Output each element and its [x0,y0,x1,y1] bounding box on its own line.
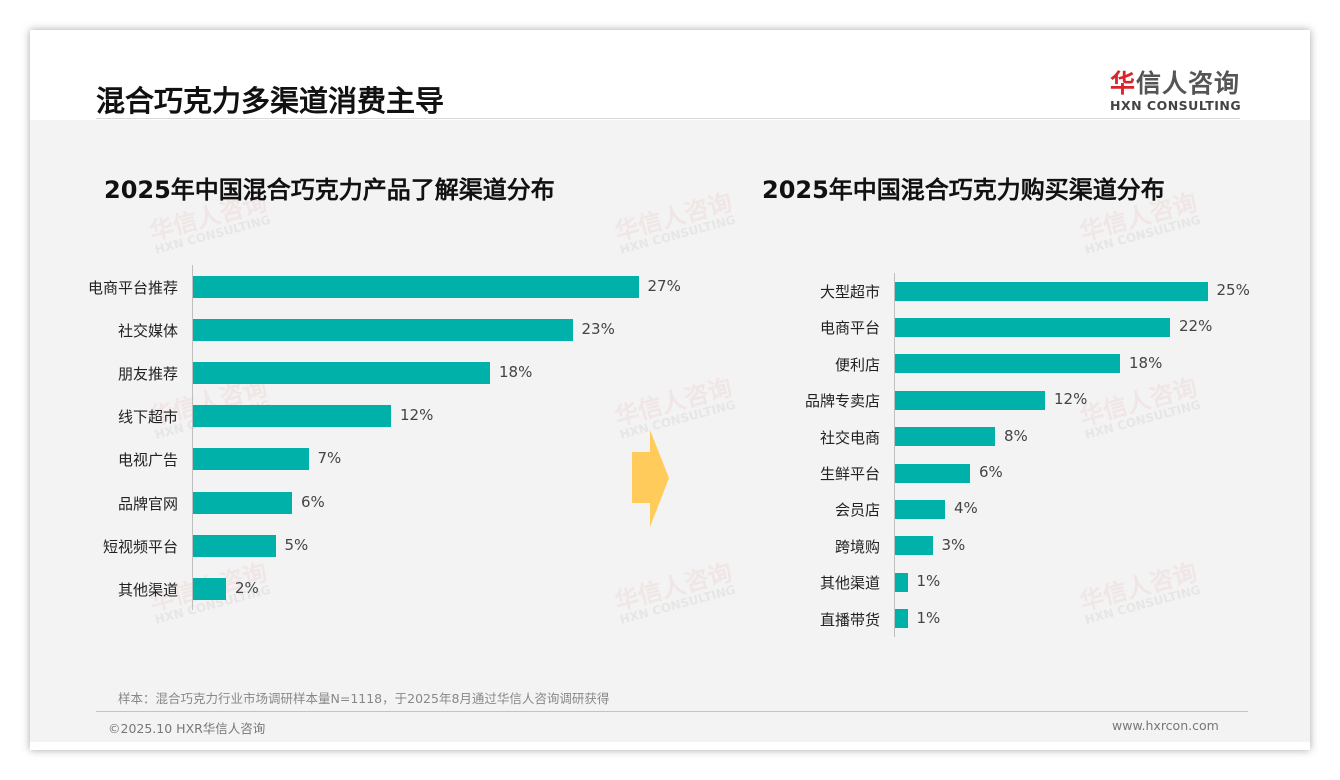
data-label: 2% [235,578,259,597]
category-label: 社交媒体 [117,322,178,341]
category-label: 电商平台 [819,319,880,338]
bar [895,354,1120,374]
category-label: 便利店 [834,355,880,374]
bar [193,534,276,557]
y-axis-line [894,272,895,637]
bar [193,405,391,428]
category-label: 社交电商 [819,428,880,447]
logo-cn-text: 信人咨询 [1136,69,1241,98]
right-chart-title: 2025年中国混合巧克力购买渠道分布 [762,176,1165,204]
bar [193,319,573,342]
content-area [30,120,1310,742]
data-label: 6% [979,463,1003,481]
category-label: 会员店 [834,501,880,520]
bar [193,491,292,514]
page-title: 混合巧克力多渠道消费主导 [96,84,445,118]
data-label: 6% [301,492,325,511]
bar [193,448,309,471]
sample-note: 样本：混合巧克力行业市场调研样本量N=1118，于2025年8月通过华信人咨询调… [118,691,610,706]
data-label: 3% [941,535,966,554]
data-label: 18% [1129,353,1163,372]
bar [895,463,970,483]
bar [895,317,1170,337]
category-label: 电视广告 [117,451,178,470]
category-label: 直播带货 [819,610,880,629]
data-label: 1% [916,572,941,591]
data-label: 18% [499,363,533,382]
data-label: 25% [1216,281,1250,299]
data-label: 7% [317,449,342,468]
data-label: 8% [1004,426,1028,445]
category-label: 跨境购 [834,537,880,556]
data-label: 23% [581,320,615,339]
data-label: 5% [284,535,309,554]
category-label: 品牌官网 [117,494,178,513]
bar [193,577,226,600]
logo-red-char: 华 [1110,69,1137,98]
data-label: 27% [647,277,681,295]
bar [193,276,639,298]
bar [895,427,995,447]
bar [895,499,945,519]
bar [895,536,933,556]
bar [895,281,1208,301]
data-label: 12% [1054,390,1088,409]
category-label: 大型超市 [819,283,880,301]
bar [193,362,490,385]
bar [895,390,1045,410]
copyright: ©2025.10 HXR华信人咨询 [108,721,266,736]
bar [895,572,908,592]
category-label: 其他渠道 [117,580,178,599]
category-label: 品牌专卖店 [804,392,880,411]
slide: 混合巧克力多渠道消费主导 华信人咨询 HXN CONSULTING 华信人咨询H… [30,30,1310,750]
category-label: 朋友推荐 [117,365,178,384]
data-label: 12% [400,406,434,425]
category-label: 生鲜平台 [819,465,880,483]
title-divider [96,118,1240,119]
bar [895,609,908,629]
website-url: www.hxrcon.com [1112,718,1219,733]
y-axis-line [192,265,193,611]
category-label: 电商平台推荐 [87,279,178,297]
logo: 华信人咨询 HXN CONSULTING [1110,64,1241,113]
category-label: 短视频平台 [102,537,178,556]
data-label: 22% [1179,317,1213,336]
arrow-right-icon [632,430,669,527]
data-label: 1% [916,608,941,627]
footer-divider [96,711,1248,712]
logo-en-text: HXN CONSULTING [1110,98,1242,113]
category-label: 线下超市 [117,408,178,427]
left-chart-title: 2025年中国混合巧克力产品了解渠道分布 [104,176,555,204]
category-label: 其他渠道 [819,574,880,593]
data-label: 4% [954,499,978,518]
